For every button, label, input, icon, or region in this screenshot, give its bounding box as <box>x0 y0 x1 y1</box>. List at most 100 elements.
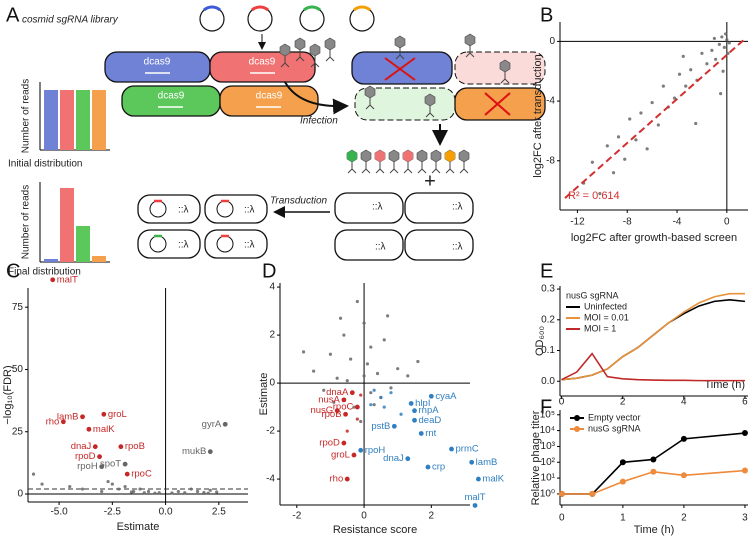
x-tick-label: -8 <box>623 217 632 228</box>
point <box>332 400 336 404</box>
point <box>382 338 386 342</box>
y-tick-label: 0.3 <box>541 284 555 295</box>
point-label: malT <box>464 492 485 503</box>
final-bars <box>39 182 110 263</box>
point <box>335 376 339 380</box>
point-label: rpoC <box>333 402 354 413</box>
x-tick-label: -12 <box>570 217 585 228</box>
y-axis-label: OD₆₀₀ <box>534 326 546 356</box>
x-axis-label: Time (h) <box>704 379 745 391</box>
point <box>355 417 359 421</box>
point-label: crp <box>432 462 445 473</box>
point <box>714 57 718 61</box>
point <box>359 393 363 397</box>
point-label: dnaA <box>326 387 349 398</box>
point <box>650 456 657 463</box>
point <box>650 468 657 475</box>
point <box>99 464 105 470</box>
point <box>170 491 174 495</box>
axis-label: Number of reads <box>21 185 32 259</box>
point <box>645 147 649 151</box>
line <box>561 432 746 495</box>
point <box>92 444 98 450</box>
y-tick-label: -8 <box>546 155 555 166</box>
point-label: malK <box>482 474 504 485</box>
legend-label: Empty vector <box>588 412 641 422</box>
x-tick-label: 0.0 <box>159 507 173 518</box>
point <box>40 482 44 486</box>
y-axis-label: Estimate <box>258 373 270 416</box>
line <box>561 292 745 381</box>
diagram: cosmid sgRNA library dcas9 dcas9 dcas9 d… <box>8 5 546 278</box>
point <box>650 100 654 105</box>
point <box>50 277 56 283</box>
point <box>628 117 632 121</box>
point <box>428 393 434 399</box>
axis-label: Number of reads <box>21 79 32 153</box>
y-tick-label: 0.1 <box>541 345 555 356</box>
y-tick-label: 0.0 <box>541 376 555 387</box>
point <box>412 408 417 414</box>
point <box>355 299 359 304</box>
point <box>418 431 424 436</box>
point <box>345 429 349 433</box>
point <box>117 487 121 491</box>
point <box>176 489 180 494</box>
legend-marker <box>574 426 580 432</box>
point <box>80 414 85 420</box>
point <box>408 401 414 406</box>
point <box>322 388 326 392</box>
x-axis-label: Estimate <box>117 521 160 533</box>
panel-label: E <box>540 260 553 282</box>
point <box>391 423 397 429</box>
point <box>207 449 213 455</box>
point-label: gyrA <box>202 419 222 430</box>
y-tick-label: 2 <box>269 330 275 341</box>
point <box>372 388 376 392</box>
point <box>146 489 151 494</box>
point-label: malT <box>57 274 78 285</box>
point <box>222 421 228 427</box>
y-tick-label: 10⁵ <box>540 409 555 420</box>
y-tick-label: 10² <box>541 457 556 468</box>
point <box>700 51 704 55</box>
point-label: cyaA <box>435 391 457 402</box>
point <box>476 476 481 482</box>
point <box>129 490 134 494</box>
point <box>97 454 102 460</box>
point-label: rnpA <box>419 405 440 416</box>
x-tick-label: 0 <box>559 397 565 408</box>
point <box>449 446 454 452</box>
point <box>351 452 357 458</box>
plasmids <box>199 5 375 32</box>
point <box>369 403 373 407</box>
point <box>183 491 187 495</box>
caption: Final distribution <box>8 267 81 278</box>
x-tick-label: 0 <box>724 217 730 228</box>
cell-label: ::λ <box>244 205 255 216</box>
point-label: rnt <box>425 428 436 439</box>
progeny <box>346 149 470 174</box>
point <box>611 171 616 175</box>
x-axis-label: Time (h) <box>634 524 675 536</box>
point-label: spoT <box>100 459 121 470</box>
point <box>345 379 349 383</box>
point <box>598 191 602 196</box>
point <box>334 408 340 414</box>
caption: Initial distribution <box>8 159 82 170</box>
point <box>189 487 193 491</box>
point <box>382 405 386 409</box>
y-tick-label: 75 <box>12 302 24 313</box>
point <box>341 397 347 403</box>
y-tick-label: 0 <box>269 378 275 389</box>
point <box>354 404 360 410</box>
x-tick-label: -2 <box>292 511 301 522</box>
line <box>561 352 745 382</box>
point <box>639 111 643 115</box>
point-label: lamB <box>57 411 79 422</box>
point <box>206 491 210 495</box>
legend-label: MOI = 0.01 <box>584 312 629 322</box>
legend-label: MOI = 1 <box>584 323 616 333</box>
point <box>710 48 714 52</box>
point <box>727 41 731 45</box>
